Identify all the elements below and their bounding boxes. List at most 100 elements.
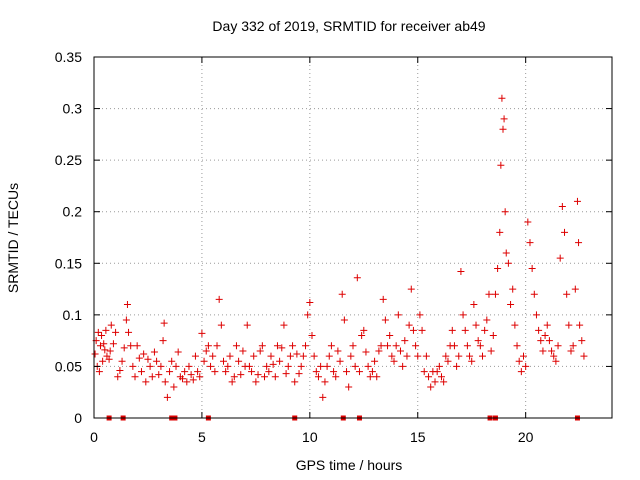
data-point bbox=[282, 370, 290, 378]
data-point bbox=[174, 348, 182, 356]
data-point bbox=[431, 378, 439, 386]
data-point bbox=[476, 342, 484, 350]
axis-ticks bbox=[93, 56, 612, 419]
data-point bbox=[239, 347, 247, 355]
data-point bbox=[185, 362, 193, 370]
data-point bbox=[394, 311, 402, 319]
data-point bbox=[532, 311, 540, 319]
data-point bbox=[526, 239, 534, 247]
data-point bbox=[499, 125, 507, 133]
data-point bbox=[267, 352, 275, 360]
data-point bbox=[254, 371, 262, 379]
data-point bbox=[196, 373, 204, 381]
data-point bbox=[142, 378, 150, 386]
data-point bbox=[317, 362, 325, 370]
data-point bbox=[375, 347, 383, 355]
data-point bbox=[304, 311, 312, 319]
data-point bbox=[433, 368, 441, 376]
data-point bbox=[168, 357, 176, 365]
data-point bbox=[131, 373, 139, 381]
data-point bbox=[362, 348, 370, 356]
data-point bbox=[252, 378, 260, 386]
data-point bbox=[509, 285, 517, 293]
data-point bbox=[144, 355, 152, 363]
y-tick-label: 0.1 bbox=[63, 307, 83, 323]
data-point bbox=[161, 378, 169, 386]
data-point bbox=[140, 350, 148, 358]
data-point bbox=[118, 357, 126, 365]
data-point bbox=[155, 371, 163, 379]
data-point bbox=[543, 321, 551, 329]
data-point bbox=[245, 362, 253, 370]
data-point bbox=[556, 254, 564, 262]
data-point bbox=[479, 352, 486, 360]
data-point bbox=[403, 352, 411, 360]
data-point bbox=[575, 239, 583, 247]
data-point bbox=[548, 347, 556, 355]
data-points bbox=[91, 94, 588, 401]
data-point bbox=[323, 362, 331, 370]
data-point bbox=[537, 337, 545, 345]
y-axis-label: SRMTID / TECUs bbox=[5, 183, 21, 293]
data-point bbox=[498, 94, 506, 102]
data-point bbox=[263, 362, 271, 370]
data-point bbox=[511, 321, 519, 329]
data-point bbox=[472, 321, 480, 329]
data-point bbox=[187, 371, 195, 379]
data-point bbox=[112, 328, 120, 336]
data-point bbox=[453, 362, 461, 370]
data-point bbox=[273, 342, 281, 350]
data-point bbox=[265, 368, 273, 376]
data-point bbox=[250, 352, 258, 360]
data-point bbox=[243, 321, 251, 329]
data-point bbox=[261, 373, 269, 381]
data-point bbox=[178, 375, 186, 383]
data-point bbox=[497, 161, 505, 169]
data-point bbox=[373, 373, 381, 381]
data-point bbox=[202, 347, 210, 355]
data-point bbox=[442, 352, 450, 360]
data-point bbox=[576, 321, 584, 329]
x-tick-label: 20 bbox=[518, 429, 534, 445]
data-point bbox=[459, 311, 467, 319]
data-point bbox=[114, 373, 122, 381]
data-point bbox=[148, 373, 156, 381]
data-point bbox=[364, 362, 372, 370]
data-point bbox=[232, 342, 240, 350]
y-tick-label: 0.3 bbox=[63, 101, 83, 117]
x-tick-label: 10 bbox=[302, 429, 318, 445]
data-point bbox=[101, 346, 109, 354]
data-point bbox=[293, 350, 301, 358]
data-point bbox=[170, 383, 178, 391]
data-point bbox=[407, 285, 415, 293]
data-point bbox=[109, 340, 117, 348]
data-point bbox=[558, 203, 566, 211]
data-point bbox=[481, 326, 489, 334]
data-point bbox=[299, 352, 307, 360]
data-point bbox=[91, 350, 99, 358]
y-tick-label: 0.35 bbox=[55, 49, 82, 65]
x-tick-labels: 0 5 10 15 20 bbox=[90, 429, 534, 445]
data-point bbox=[425, 373, 433, 381]
data-point bbox=[100, 340, 108, 348]
data-point bbox=[312, 368, 320, 376]
data-point bbox=[358, 331, 366, 339]
data-point bbox=[412, 342, 420, 350]
data-point bbox=[366, 373, 374, 381]
data-point bbox=[325, 352, 333, 360]
chart-title: Day 332 of 2019, SRMTID for receiver ab4… bbox=[212, 18, 485, 34]
grid-lines bbox=[94, 57, 612, 418]
y-tick-label: 0 bbox=[74, 410, 82, 426]
data-point bbox=[215, 295, 223, 303]
data-point bbox=[338, 290, 346, 298]
data-point bbox=[455, 352, 463, 360]
data-point bbox=[332, 373, 340, 381]
data-point bbox=[123, 301, 131, 309]
data-point bbox=[120, 344, 128, 352]
data-point bbox=[222, 368, 230, 376]
data-point bbox=[302, 342, 310, 350]
data-point bbox=[539, 347, 547, 355]
x-tick-label: 5 bbox=[198, 429, 206, 445]
data-point bbox=[448, 326, 456, 334]
data-point bbox=[95, 368, 103, 376]
